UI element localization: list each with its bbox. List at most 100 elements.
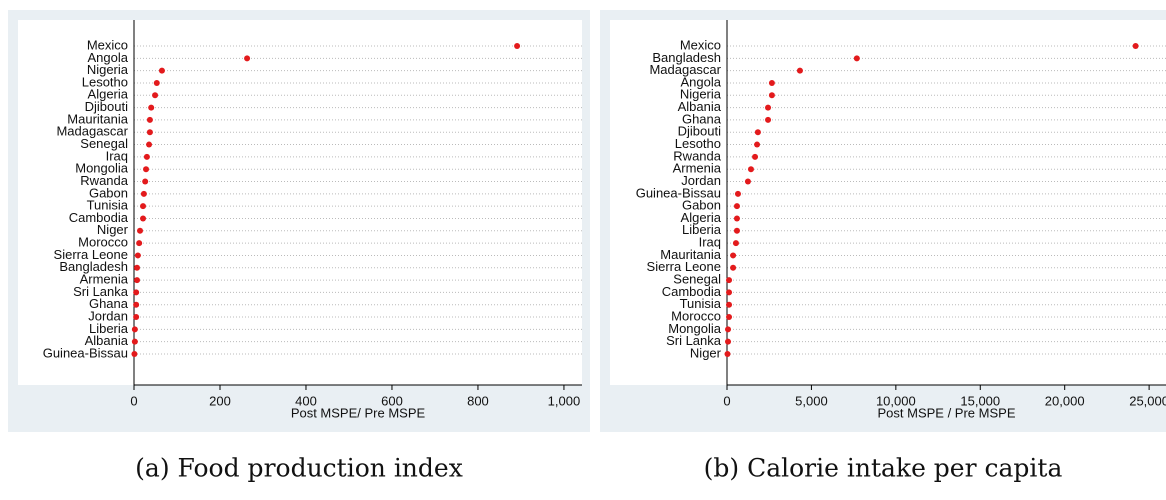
dot: [134, 252, 141, 259]
dot: [131, 326, 138, 333]
dot: [131, 351, 138, 357]
x-tick-label: 25,000: [1129, 393, 1166, 408]
category-label: Jordan: [88, 308, 128, 323]
category-label: Lesotho: [82, 74, 128, 89]
category-label: Senegal: [673, 272, 721, 287]
category-label: Sri Lanka: [666, 333, 722, 348]
x-tick-label: 10,000: [876, 393, 916, 408]
dot: [744, 178, 751, 185]
category-label: Jordan: [681, 173, 721, 188]
dot: [765, 116, 772, 123]
dot: [726, 289, 733, 296]
category-label: Angola: [88, 50, 129, 65]
category-label: Cambodia: [662, 284, 722, 299]
category-label: Djibouti: [85, 99, 128, 114]
dot: [733, 227, 740, 234]
category-label: Algeria: [88, 87, 129, 102]
dot: [730, 264, 737, 271]
dot: [724, 351, 731, 357]
dot: [733, 203, 740, 210]
dot: [158, 67, 165, 74]
plot-area: [610, 20, 1166, 385]
category-label: Madagascar: [649, 62, 721, 77]
dot: [726, 314, 733, 321]
category-label: Guinea-Bissau: [43, 345, 128, 360]
dot: [142, 178, 149, 185]
dot: [514, 43, 521, 49]
x-tick-label: 1,000: [548, 393, 581, 408]
dot: [768, 92, 775, 99]
dot: [143, 153, 150, 160]
category-label: Liberia: [89, 321, 129, 336]
x-tick-label: 20,000: [1045, 393, 1085, 408]
category-label: Iraq: [699, 235, 721, 250]
category-label: Rwanda: [673, 148, 721, 163]
dot: [244, 55, 251, 62]
dot: [137, 227, 144, 234]
dot: [733, 215, 740, 222]
category-label: Djibouti: [678, 124, 721, 139]
category-label: Morocco: [78, 235, 128, 250]
category-label: Algeria: [681, 210, 722, 225]
x-tick-label: 0: [130, 393, 137, 408]
category-label: Cambodia: [69, 210, 129, 225]
x-tick-label: 400: [295, 393, 317, 408]
category-label: Ghana: [682, 111, 722, 126]
dot: [754, 141, 761, 148]
category-label: Mexico: [680, 37, 721, 52]
category-label: Nigeria: [680, 87, 722, 102]
dot: [754, 129, 761, 136]
dot: [752, 153, 759, 160]
dot: [146, 129, 153, 136]
category-label: Nigeria: [87, 62, 129, 77]
category-label: Mongolia: [75, 161, 129, 176]
dot: [146, 141, 153, 148]
dot: [726, 277, 733, 284]
category-label: Mauritania: [660, 247, 721, 262]
dot: [152, 92, 159, 99]
category-label: Bangladesh: [59, 259, 128, 274]
dot: [131, 338, 138, 345]
dot: [796, 67, 803, 74]
category-label: Albania: [85, 333, 129, 348]
caption: (a) Food production index: [135, 454, 463, 483]
x-tick-label: 0: [723, 393, 730, 408]
category-label: Gabon: [682, 198, 721, 213]
x-axis-label: Post MSPE / Pre MSPE: [878, 405, 1016, 420]
dot: [133, 301, 140, 308]
dot: [146, 116, 153, 123]
x-tick-label: 200: [209, 393, 231, 408]
dot: [136, 240, 143, 247]
category-label: Sri Lanka: [73, 284, 129, 299]
x-tick-label: 600: [381, 393, 403, 408]
x-axis-label: Post MSPE/ Pre MSPE: [291, 405, 426, 420]
plot-area: [18, 20, 582, 385]
category-label: Angola: [681, 74, 722, 89]
category-label: Tunisia: [87, 198, 129, 213]
category-label: Guinea-Bissau: [636, 185, 721, 200]
x-tick-label: 15,000: [960, 393, 1000, 408]
category-label: Mongolia: [668, 321, 722, 336]
dot: [1132, 43, 1139, 49]
dot: [153, 79, 160, 86]
category-label: Lesotho: [675, 136, 721, 151]
category-label: Iraq: [106, 148, 128, 163]
dot: [134, 264, 141, 271]
category-label: Gabon: [89, 185, 128, 200]
category-label: Albania: [678, 99, 722, 114]
dot: [734, 190, 741, 197]
category-label: Morocco: [671, 308, 721, 323]
dot: [768, 79, 775, 86]
dot: [133, 289, 140, 296]
category-label: Sierra Leone: [54, 247, 128, 262]
category-label: Armenia: [673, 161, 722, 176]
caption: (b) Calorie intake per capita: [704, 454, 1063, 483]
category-label: Ghana: [89, 296, 129, 311]
dot: [143, 166, 150, 173]
dot: [730, 252, 737, 259]
dot: [148, 104, 155, 111]
dot: [140, 203, 147, 210]
dot: [140, 190, 147, 197]
